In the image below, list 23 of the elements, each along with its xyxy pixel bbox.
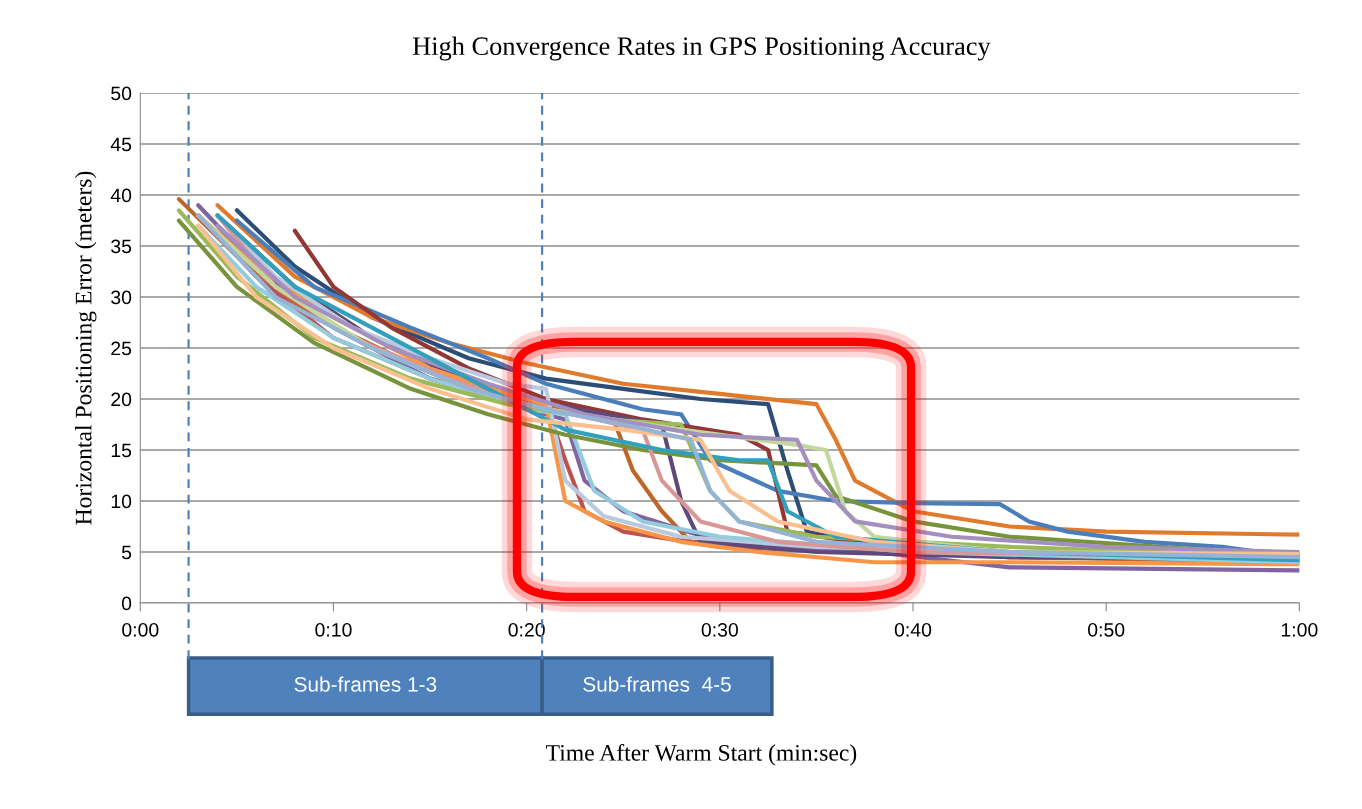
y-tick-label: 45 bbox=[110, 137, 132, 152]
y-tick-label: 30 bbox=[111, 290, 132, 305]
x-tick-label: 0:30 bbox=[701, 622, 738, 637]
x-tick-label: 0:40 bbox=[894, 622, 932, 637]
text: Sub-frames 4-5 bbox=[583, 676, 731, 692]
y-tick-label: 10 bbox=[111, 494, 132, 509]
text: Time After Warm Start (min:sec) bbox=[546, 743, 857, 766]
chart-title: High Convergence Rates in GPS Positioning Accuracy bbox=[412, 36, 991, 61]
text: Sub-frames 1-3 bbox=[294, 676, 437, 692]
y-tick-label: 35 bbox=[111, 239, 132, 254]
x-tick-label: 0:50 bbox=[1088, 622, 1125, 637]
y-tick-label: 25 bbox=[111, 341, 132, 356]
x-tick-label: 0:10 bbox=[315, 622, 352, 637]
y-tick-label: 20 bbox=[111, 392, 132, 407]
x-tick-label: 1:00 bbox=[1281, 622, 1318, 637]
x-tick-label: 0:00 bbox=[122, 622, 159, 637]
y-tick-label: 15 bbox=[111, 443, 132, 458]
y-tick-label: 0 bbox=[121, 596, 132, 611]
y-tick-label: 40 bbox=[110, 188, 132, 203]
y-tick-label: 5 bbox=[121, 545, 132, 560]
x-tick-label: 0:20 bbox=[508, 622, 545, 637]
y-axis-title: Horizontal Positioning Error (meters) bbox=[74, 171, 97, 525]
y-tick-label: 50 bbox=[111, 86, 132, 101]
